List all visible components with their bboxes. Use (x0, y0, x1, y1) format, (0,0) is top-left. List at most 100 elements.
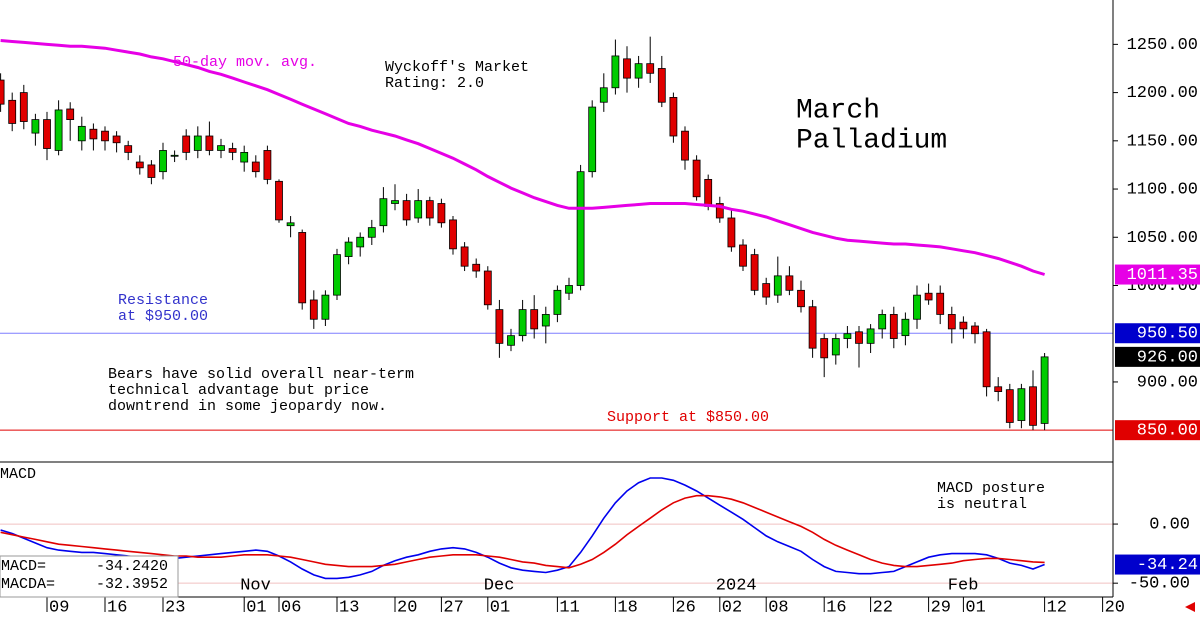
y-tick-label: 1050.00 (1127, 229, 1198, 248)
readout-label: MACD= (1, 558, 46, 575)
scroll-arrow[interactable] (1185, 602, 1195, 612)
month-label: Nov (240, 576, 271, 595)
candle-body (681, 130, 689, 161)
candle-body (0, 79, 5, 105)
candle-body (576, 171, 585, 286)
y-tick-label: 1150.00 (1127, 132, 1198, 151)
candle-body (425, 200, 434, 219)
candle-body (588, 106, 597, 173)
candle-body (298, 232, 307, 304)
candle-body (808, 306, 817, 349)
candle-body (762, 283, 771, 298)
candle-body (646, 63, 655, 74)
rating-note: Rating: 2.0 (385, 75, 484, 92)
candle-body (530, 309, 539, 330)
candle-body (321, 294, 330, 320)
candle-body (994, 386, 1003, 392)
month-label: Feb (948, 576, 979, 595)
candle-body (66, 108, 75, 120)
support-label: Support at $850.00 (607, 409, 769, 426)
candle-body (54, 109, 63, 151)
readout-value: -34.2420 (96, 558, 168, 575)
x-tick-label: 13 (339, 598, 359, 617)
x-tick-label: 27 (443, 598, 463, 617)
readout-box (0, 555, 179, 598)
candle-body (356, 236, 365, 248)
candle-body (437, 203, 446, 224)
x-tick-label: 23 (165, 598, 185, 617)
candle-body (611, 55, 620, 89)
candle-body (112, 135, 121, 144)
candle-body (518, 309, 527, 337)
candle-body (831, 338, 840, 356)
candle-body (135, 161, 144, 169)
candle-body (623, 58, 631, 79)
plot (0, 36, 1113, 584)
candle-body (251, 161, 260, 173)
x-tick-label: 29 (931, 598, 951, 617)
candle-body (692, 159, 701, 198)
candle-body (159, 150, 167, 173)
candle-body (785, 275, 794, 291)
resistance-label: at $950.00 (118, 308, 208, 325)
candle-body (402, 200, 411, 221)
candle-body (449, 219, 457, 250)
candle-body (19, 92, 28, 122)
candle-body (77, 125, 86, 142)
x-tick-label: 12 (1047, 598, 1067, 617)
candle-body (124, 145, 133, 153)
macd-note: MACD posture (937, 480, 1045, 497)
chart-title: March (796, 95, 880, 126)
candle-body (866, 328, 875, 344)
candle-body (309, 299, 318, 320)
candle-body (750, 254, 759, 291)
candle-body (379, 198, 388, 227)
x-tick-label: 16 (826, 598, 846, 617)
candle-body (936, 292, 945, 315)
candle-body (634, 63, 643, 79)
candle-body (565, 285, 573, 294)
candle-body (391, 200, 399, 204)
macd-note: is neutral (937, 496, 1027, 513)
candle-body (727, 217, 736, 248)
commentary: downtrend in some jeopardy now. (108, 398, 387, 415)
candle-body (1040, 356, 1049, 424)
candle-body (414, 200, 423, 219)
candle-body (901, 318, 910, 337)
price-badge-label: 850.00 (1137, 422, 1198, 441)
macd-title: MACD (0, 466, 36, 483)
price-badge (1115, 323, 1200, 344)
readout-value: -32.3952 (96, 576, 168, 593)
candle-body (773, 275, 782, 296)
x-tick-label: 22 (873, 598, 893, 617)
price-badge (1115, 554, 1200, 575)
x-tick-label: 01 (490, 598, 510, 617)
price-badge-label: 950.50 (1137, 325, 1198, 344)
candle-body (657, 68, 666, 103)
candle-body (89, 128, 98, 140)
candle-body (599, 87, 608, 103)
x-tick-label: 09 (49, 598, 69, 617)
candle-body (913, 294, 921, 320)
x-tick-label: 06 (281, 598, 301, 617)
month-label: Dec (484, 576, 515, 595)
candle-body (797, 289, 805, 308)
x-tick-label: 20 (397, 598, 417, 617)
candle-body (982, 331, 991, 388)
ma-label: 50-day mov. avg. (173, 54, 317, 71)
y-tick-label: 900.00 (1137, 373, 1198, 392)
candle-body (889, 314, 898, 339)
candle-body (507, 335, 515, 346)
moving-average-line (0, 39, 1046, 276)
price-badge (1115, 420, 1200, 441)
x-tick-label: 01 (246, 598, 266, 617)
candle-body (1029, 386, 1037, 426)
candle-body (240, 151, 249, 163)
y-tick-label: 1100.00 (1127, 181, 1198, 200)
candle-body (495, 309, 504, 344)
candle-body (704, 178, 713, 207)
candle-body (843, 333, 852, 339)
x-tick-label: 08 (768, 598, 788, 617)
price-badge-label: 926.00 (1137, 348, 1198, 367)
